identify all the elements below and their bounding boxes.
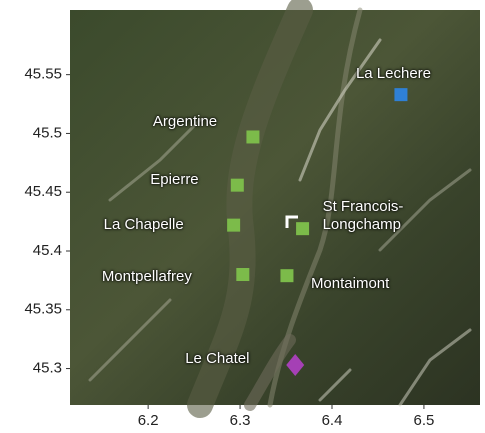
- site-marker: [296, 222, 309, 235]
- x-tick-label: 6.5: [413, 412, 434, 429]
- site-label: Argentine: [153, 113, 217, 131]
- site-label: La Chapelle: [104, 216, 184, 234]
- site-label: St Francois-Longchamp: [323, 198, 435, 234]
- y-tick-label: 45.45: [24, 183, 62, 200]
- y-tick-label: 45.5: [33, 124, 62, 141]
- y-tick-label: 45.4: [33, 242, 62, 259]
- site-marker: [246, 130, 259, 143]
- x-tick-label: 6.2: [138, 412, 159, 429]
- y-tick-label: 45.3: [33, 360, 62, 377]
- site-marker: [227, 219, 240, 232]
- y-tick-label: 45.55: [24, 66, 62, 83]
- site-label: La Lechere: [356, 65, 431, 83]
- site-label: Le Chatel: [185, 350, 249, 368]
- y-tick-label: 45.35: [24, 301, 62, 318]
- site-marker: [231, 179, 244, 192]
- site-label: Epierre: [150, 171, 198, 189]
- site-marker: [236, 268, 249, 281]
- x-tick-label: 6.4: [322, 412, 343, 429]
- site-marker: [280, 269, 293, 282]
- site-label: Montpellafrey: [102, 268, 192, 286]
- site-marker: [394, 88, 407, 101]
- map-figure: 45.345.3545.445.4545.545.556.26.36.46.5 …: [0, 0, 485, 433]
- x-tick-label: 6.3: [230, 412, 251, 429]
- site-label: Montaimont: [311, 275, 389, 293]
